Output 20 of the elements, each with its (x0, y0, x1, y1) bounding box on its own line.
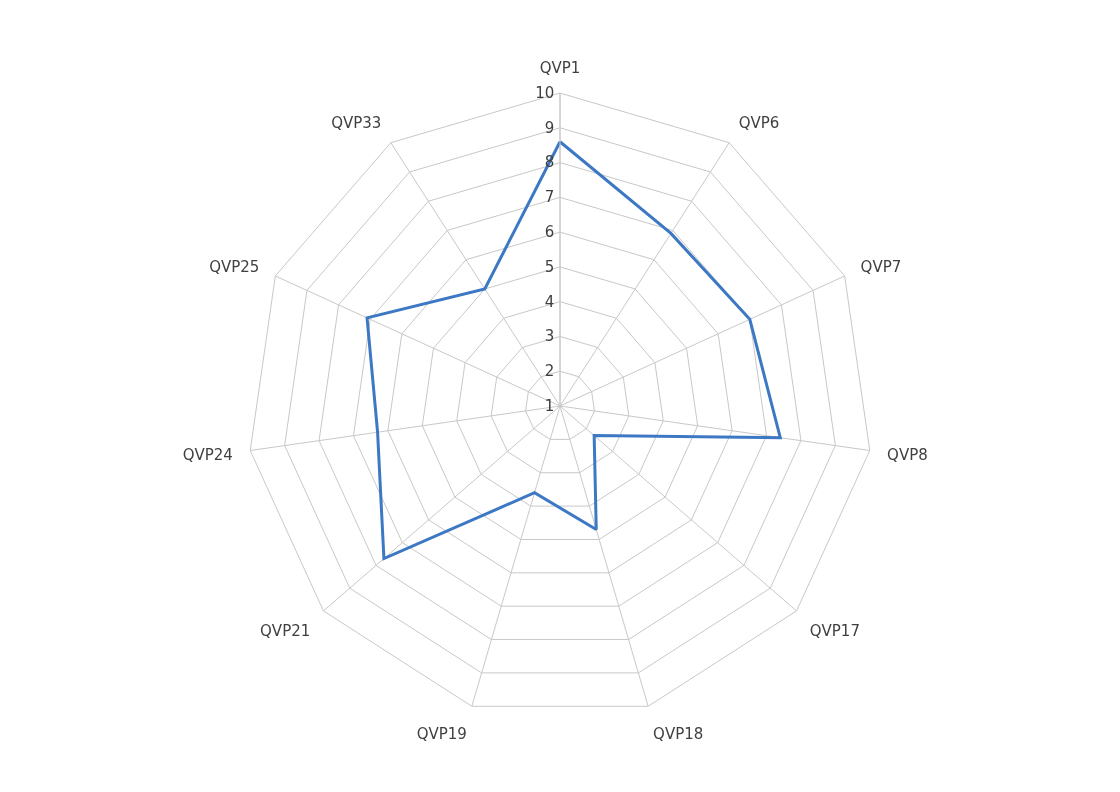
y-tick-label: 9 (544, 118, 555, 137)
y-tick-label: 10 (535, 83, 555, 102)
spoke-label: QVP33 (331, 114, 382, 133)
y-tick-label: 3 (544, 327, 555, 346)
spoke-label: QVP18 (653, 724, 704, 743)
spoke-label: QVP19 (416, 724, 467, 743)
spoke-label: QVP8 (887, 446, 928, 465)
y-tick-label: 7 (544, 188, 555, 207)
spoke-label: QVP7 (860, 258, 902, 277)
spoke-label: QVP21 (260, 622, 311, 641)
y-tick-label: 2 (544, 362, 555, 381)
spoke-label: QVP25 (209, 258, 260, 277)
y-tick-label: 6 (544, 223, 555, 242)
spoke-label: QVP24 (182, 446, 233, 465)
y-tick-label: 4 (544, 292, 555, 311)
spoke-label: QVP1 (539, 58, 581, 77)
y-tick-label: 1 (544, 396, 555, 415)
y-tick-label: 5 (544, 257, 555, 276)
spoke-label: QVP17 (809, 622, 860, 641)
spoke-label: QVP6 (738, 114, 780, 133)
